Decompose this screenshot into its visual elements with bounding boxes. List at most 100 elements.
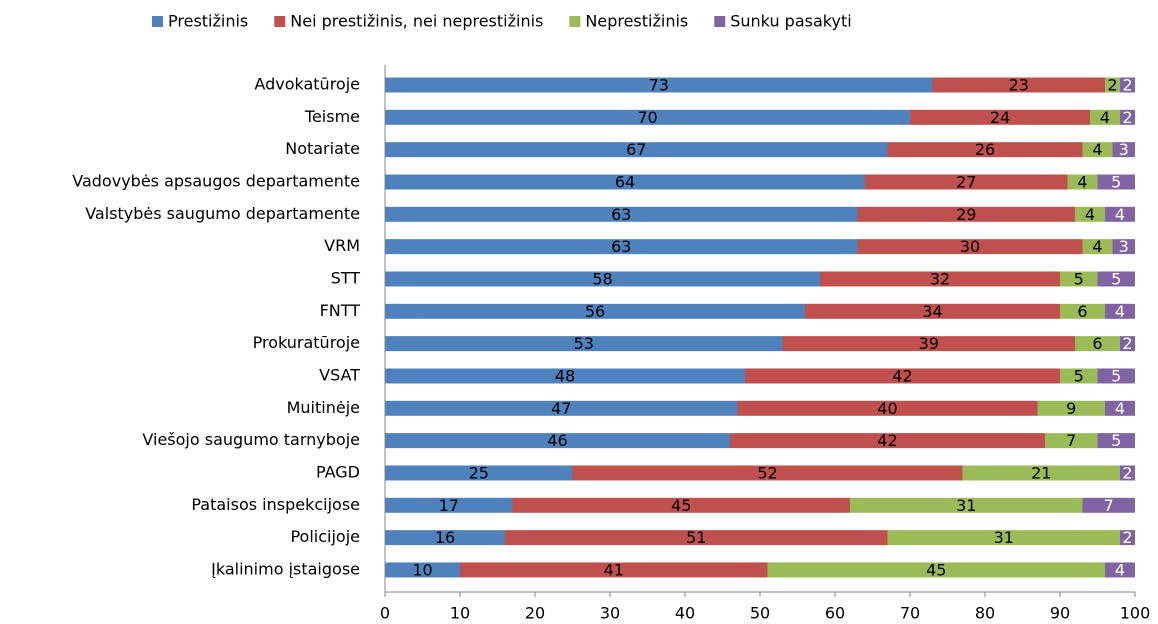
data-label: 9 [1066,399,1076,418]
bar-segment [865,174,1068,190]
data-label: 5 [1111,172,1121,191]
bar-segment [385,530,505,546]
legend-swatch [152,16,163,27]
data-label: 2 [1122,108,1132,127]
bar-segment [1120,465,1135,481]
y-tick-label: Advokatūroje [254,75,360,94]
data-label: 63 [611,205,631,224]
bar-segment [1060,368,1098,384]
bar-segment [1075,206,1105,222]
bar-segment [1082,142,1113,158]
y-tick-label: Valstybės saugumo departamente [85,204,360,223]
y-tick-label: FNTT [320,301,361,320]
bar-segment [385,433,730,449]
bar-segment [887,530,1120,546]
data-label: 5 [1111,431,1121,450]
bar-segment [737,400,1038,416]
data-label: 7 [1066,431,1076,450]
data-label: 25 [469,463,489,482]
x-tick-label: 100 [1120,603,1151,622]
bar-segment [1090,109,1120,125]
data-label: 31 [956,496,976,515]
bar-segment [857,206,1075,222]
x-tick-label: 10 [450,603,470,622]
bar-segment [385,336,783,352]
x-tick-label: 70 [900,603,920,622]
bar-segment [1112,142,1135,158]
data-label: 56 [585,302,605,321]
bar-segment [1120,336,1135,352]
bar-segment [1060,303,1105,319]
bar-segment [1097,368,1135,384]
y-tick-label: Vadovybės apsaugos departamente [72,171,360,190]
bar-segment [385,239,858,255]
bar-segment [385,400,738,416]
legend-label: Neprestižinis [585,12,688,31]
data-label: 10 [412,560,432,579]
data-label: 45 [926,560,946,579]
bar-segment [820,271,1060,287]
data-label: 29 [956,205,976,224]
legend-swatch [274,16,286,27]
bar-segment [1097,174,1135,190]
bar-segment [385,368,745,384]
data-label: 46 [547,431,567,450]
bar-segment [857,239,1083,255]
bar-segment [512,497,850,513]
data-label: 67 [626,140,646,159]
bar-segment [782,336,1075,352]
bar-segment [962,465,1120,481]
bar-segment [1067,174,1098,190]
bar-segment [385,271,820,287]
legend-swatch [714,16,726,27]
data-label: 5 [1074,366,1084,385]
bar-segment [385,562,460,578]
data-label: 42 [877,431,897,450]
bar-segment [932,77,1105,93]
x-tick-label: 60 [825,603,845,622]
data-label: 4 [1115,302,1125,321]
bar-segment [385,174,865,190]
bar-segment [385,109,910,125]
data-label: 5 [1111,366,1121,385]
y-tick-label: Pataisos inspekcijose [191,495,360,514]
x-tick-label: 50 [750,603,770,622]
data-label: 51 [686,528,706,547]
x-tick-label: 20 [525,603,545,622]
data-label: 4 [1092,237,1102,256]
bar-segment [385,206,858,222]
x-tick-label: 0 [380,603,390,622]
legend-label: Prestižinis [168,12,248,31]
y-tick-label: Viešojo saugumo tarnyboje [142,430,360,449]
bar-segment [910,109,1090,125]
bar-segment [385,497,513,513]
bar-segment [850,497,1083,513]
bar-segment [1082,239,1113,255]
bar-segment [385,142,888,158]
bar-segment [730,433,1045,449]
data-label: 3 [1119,140,1129,159]
x-tick-label: 40 [675,603,695,622]
bar-segment [1075,336,1120,352]
data-label: 23 [1009,76,1029,95]
bar-segment [1120,109,1135,125]
y-tick-label: Notariate [285,139,360,158]
bar-segment [460,562,768,578]
x-tick-label: 80 [975,603,995,622]
data-label: 63 [611,237,631,256]
data-label: 30 [960,237,980,256]
bar-segment [745,368,1060,384]
data-label: 4 [1115,560,1125,579]
y-tick-label: Teisme [304,107,360,126]
data-label: 7 [1104,496,1114,515]
data-label: 2 [1107,76,1117,95]
data-label: 2 [1122,76,1132,95]
data-label: 58 [592,269,612,288]
data-label: 17 [439,496,459,515]
y-tick-label: VSAT [319,365,360,384]
y-tick-label: Prokuratūroje [253,333,360,352]
data-label: 4 [1115,205,1125,224]
bar-segment [1082,497,1135,513]
bar-segment [1112,239,1135,255]
bar-segment [1105,400,1135,416]
